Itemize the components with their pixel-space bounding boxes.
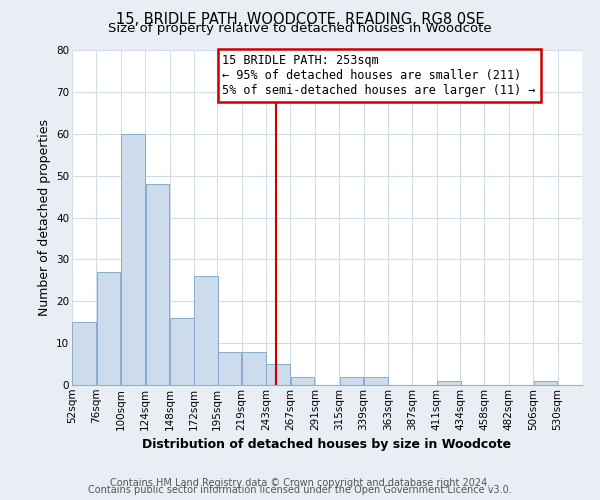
Bar: [364, 376, 388, 385]
Text: 15, BRIDLE PATH, WOODCOTE, READING, RG8 0SE: 15, BRIDLE PATH, WOODCOTE, READING, RG8 …: [116, 12, 484, 26]
Bar: [194, 276, 218, 385]
Bar: [121, 134, 145, 385]
Bar: [97, 272, 121, 385]
Bar: [266, 364, 290, 385]
Text: Contains HM Land Registry data © Crown copyright and database right 2024.: Contains HM Land Registry data © Crown c…: [110, 478, 490, 488]
Bar: [533, 381, 557, 385]
Text: Contains public sector information licensed under the Open Government Licence v3: Contains public sector information licen…: [88, 485, 512, 495]
Bar: [73, 322, 96, 385]
Bar: [218, 352, 241, 385]
Bar: [291, 376, 314, 385]
Text: Size of property relative to detached houses in Woodcote: Size of property relative to detached ho…: [108, 22, 492, 35]
X-axis label: Distribution of detached houses by size in Woodcote: Distribution of detached houses by size …: [142, 438, 512, 451]
Bar: [242, 352, 266, 385]
Bar: [340, 376, 363, 385]
Bar: [170, 318, 194, 385]
Y-axis label: Number of detached properties: Number of detached properties: [38, 119, 50, 316]
Text: 15 BRIDLE PATH: 253sqm
← 95% of detached houses are smaller (211)
5% of semi-det: 15 BRIDLE PATH: 253sqm ← 95% of detached…: [223, 54, 536, 97]
Bar: [146, 184, 169, 385]
Bar: [437, 381, 461, 385]
